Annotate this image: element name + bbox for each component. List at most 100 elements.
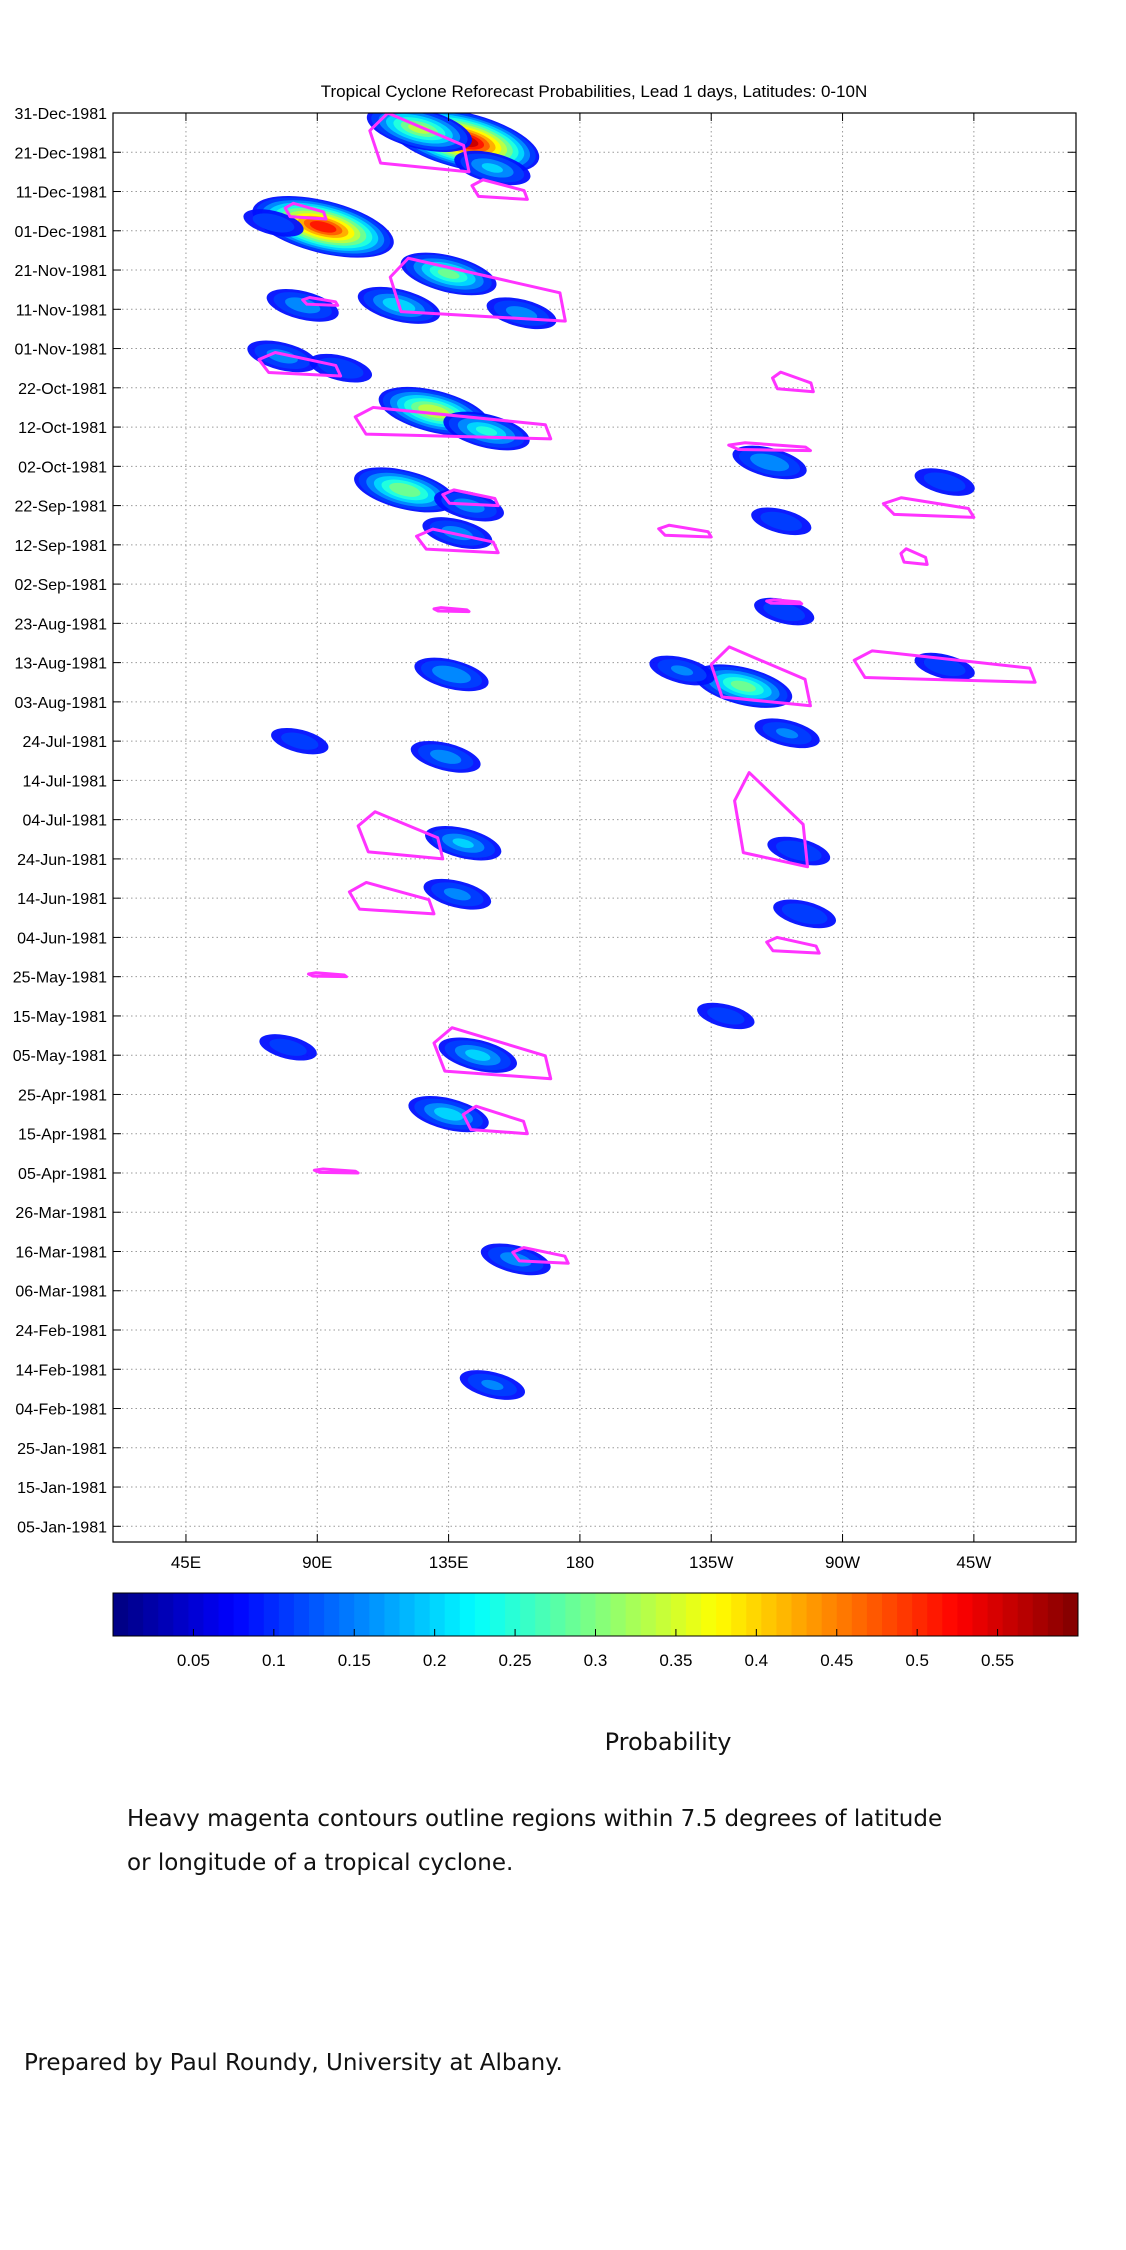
colorbar-step	[414, 1593, 431, 1636]
colorbar-step	[128, 1593, 144, 1636]
y-tick-label: 25-Jan-1981	[17, 1441, 107, 1458]
colorbar-step	[324, 1593, 340, 1636]
probability-blob	[459, 1370, 525, 1400]
colorbar-step	[173, 1593, 189, 1636]
colorbar-step	[384, 1593, 400, 1636]
colorbar-step	[278, 1593, 295, 1636]
y-tick-label: 11-Dec-1981	[16, 185, 107, 202]
colorbar-step	[881, 1593, 898, 1636]
y-tick-label: 15-Apr-1981	[18, 1127, 107, 1144]
probability-level	[285, 297, 321, 314]
y-tick-label: 05-Jan-1981	[17, 1519, 107, 1536]
probability-blob	[410, 740, 481, 773]
colorbar-steps	[112, 1592, 1079, 1637]
contour-note-line-1: Heavy magenta contours outline regions w…	[127, 1806, 943, 1832]
probability-blob	[754, 718, 820, 749]
cyclone-contour	[307, 971, 348, 979]
cyclone-contour	[432, 606, 471, 614]
y-tick-label: 21-Dec-1981	[15, 145, 108, 162]
probability-level	[430, 749, 462, 764]
probability-level	[763, 602, 806, 622]
probability-level	[923, 656, 966, 677]
x-axis: 45E 90E 135E 180 135W 90W 45W	[171, 113, 991, 1572]
colorbar-step	[218, 1593, 235, 1636]
probability-level	[443, 888, 471, 901]
colorbar-step	[957, 1593, 973, 1636]
y-tick-label: 01-Nov-1981	[15, 342, 108, 359]
cyclone-contour	[461, 1104, 529, 1136]
cyclone-contour	[441, 488, 500, 508]
colorbar-tick-label: 0.05	[177, 1651, 210, 1670]
probability-blob	[414, 657, 489, 692]
colorbar-step	[972, 1593, 989, 1636]
chart-title: Tropical Cyclone Reforecast Probabilitie…	[321, 82, 868, 101]
colorbar-step	[685, 1593, 702, 1636]
colorbar-tick-label: 0.25	[499, 1651, 532, 1670]
probability-blob	[486, 297, 557, 330]
probability-level	[923, 472, 966, 492]
colorbar-step	[369, 1593, 385, 1636]
x-tick-label: 135W	[689, 1553, 733, 1572]
colorbar-step	[806, 1593, 823, 1636]
colorbar-step	[716, 1593, 732, 1636]
y-tick-label: 04-Jul-1981	[23, 813, 108, 830]
probability-level	[252, 213, 295, 233]
colorbar-step	[263, 1593, 280, 1636]
x-tick-label: 135E	[429, 1553, 469, 1572]
contour-note-line-2: or longitude of a tropical cyclone.	[127, 1850, 514, 1876]
cyclone-contour	[733, 771, 810, 869]
colorbar-step	[897, 1593, 913, 1636]
credit-line: Prepared by Paul Roundy, University at A…	[24, 2050, 563, 2076]
colorbar-step	[248, 1593, 265, 1636]
probability-level	[269, 1038, 307, 1056]
colorbar-step	[595, 1593, 612, 1636]
y-tick-label: 25-Apr-1981	[18, 1087, 107, 1104]
probability-blob	[751, 507, 812, 536]
colorbar-step	[429, 1593, 446, 1636]
y-tick-label: 03-Aug-1981	[14, 695, 107, 712]
probability-blob	[259, 1034, 317, 1061]
colorbar-step	[866, 1593, 883, 1636]
colorbar-step	[746, 1593, 762, 1636]
cyclone-contour	[432, 1026, 553, 1081]
colorbar-step	[580, 1593, 596, 1636]
probability-level	[776, 728, 799, 739]
probability-level	[437, 269, 460, 279]
colorbar-step	[610, 1593, 627, 1636]
cyclone-contour	[356, 810, 445, 861]
colorbar-step	[188, 1593, 204, 1636]
colorbar-step	[851, 1593, 868, 1636]
cyclone-contour	[765, 935, 821, 955]
y-tick-label: 21-Nov-1981	[15, 263, 108, 280]
colorbar-step	[927, 1593, 943, 1636]
x-tick-label: 180	[566, 1553, 594, 1572]
y-tick-label: 31-Dec-1981	[15, 106, 108, 123]
cyclone-contour	[771, 370, 815, 394]
grid-lines	[113, 112, 1076, 1542]
colorbar-step	[640, 1593, 657, 1636]
probability-level	[481, 163, 503, 173]
probability-level	[475, 426, 498, 436]
colorbar-tick-label: 0.15	[338, 1651, 371, 1670]
colorbar: 0.05 0.1 0.15 0.2 0.25 0.3 0.35 0.4 0.45 0.5 0.55	[112, 1592, 1079, 1670]
cyclone-contour	[470, 178, 529, 201]
colorbar-step	[761, 1593, 777, 1636]
y-axis: 31-Dec-1981 21-Dec-1981 11-Dec-1981 01-Dec-…	[13, 106, 1076, 1536]
x-tick-label: 90W	[825, 1553, 860, 1572]
y-tick-label: 13-Aug-1981	[14, 656, 107, 673]
colorbar-step	[354, 1593, 370, 1636]
colorbar-ticks: 0.05 0.1 0.15 0.2 0.25 0.3 0.35 0.4 0.45 0.5 0.55	[177, 1629, 1014, 1670]
y-tick-label: 24-Jun-1981	[17, 852, 107, 869]
probability-blob	[914, 468, 975, 496]
colorbar-step	[489, 1593, 506, 1636]
y-tick-label: 22-Oct-1981	[18, 381, 107, 398]
cyclone-contour	[657, 523, 713, 539]
colorbar-tick-label: 0.55	[981, 1651, 1014, 1670]
cyclone-contour	[388, 256, 567, 323]
y-tick-label: 15-May-1981	[13, 1009, 107, 1026]
probability-blob	[767, 836, 831, 866]
y-tick-label: 25-May-1981	[13, 970, 107, 987]
probability-level	[500, 1252, 532, 1267]
probability-blob	[423, 878, 492, 910]
